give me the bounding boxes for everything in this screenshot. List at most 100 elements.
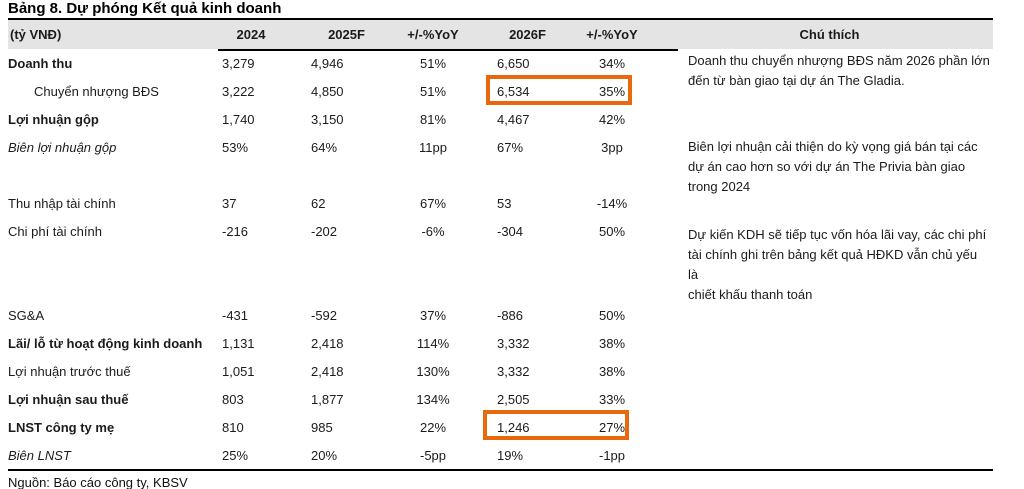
row-label: Doanh thu <box>8 55 73 71</box>
table-bottom-border <box>8 469 993 471</box>
header-notes: Chú thích <box>799 27 860 42</box>
row-label: Biên lợi nhuận gộp <box>8 139 117 155</box>
row-label: Thu nhập tài chính <box>8 195 116 211</box>
cell-2025f: 2,418 <box>311 363 344 379</box>
cell-2026f: 4,467 <box>497 111 530 127</box>
cell-yoy-2025: -5pp <box>419 447 447 463</box>
forecast-table: (tỷ VNĐ) 2024 2025F +/-%YoY 2026F +/-%Yo… <box>8 18 993 489</box>
row-label: LNST công ty mẹ <box>8 419 115 435</box>
cell-2026f: -886 <box>497 307 524 323</box>
cell-2026f: 67% <box>497 139 524 155</box>
cell-2026f: 53 <box>497 195 512 211</box>
row-label: Biên LNST <box>8 447 71 463</box>
note-bien-loi-nhuan: Biên lợi nhuận cải thiện do kỳ vọng giá … <box>688 139 978 194</box>
cell-2024: 1,131 <box>222 335 255 351</box>
cell-2025f: 985 <box>311 419 333 435</box>
cell-yoy-2026: 33% <box>598 391 626 407</box>
cell-2025f: 64% <box>311 139 338 155</box>
cell-yoy-2025: 11pp <box>419 139 447 155</box>
cell-2024: -216 <box>222 223 249 239</box>
cell-yoy-2026: 35% <box>598 83 626 99</box>
highlight-box-2026-chuyen-nhuong <box>486 75 632 105</box>
table-header-row: (tỷ VNĐ) 2024 2025F +/-%YoY 2026F +/-%Yo… <box>8 18 993 49</box>
table-row-chi-phi-tai-chinh: Chi phí tài chính -216 -202 -6% -304 50% <box>8 217 993 245</box>
table-row-lai-lo-hdkd: Lãi/ lỗ từ hoạt động kinh doanh 1,131 2,… <box>8 329 993 357</box>
header-underline <box>218 49 678 51</box>
cell-2026f: 2,505 <box>497 391 530 407</box>
highlight-box-2026-lnst-me <box>483 410 629 440</box>
cell-2025f: 20% <box>311 447 338 463</box>
cell-yoy-2026: 38% <box>598 335 626 351</box>
note-doanh-thu: Doanh thu chuyển nhượng BĐS năm 2026 phầ… <box>688 53 990 88</box>
row-label: SG&A <box>8 307 45 323</box>
cell-2024: 37 <box>222 195 237 211</box>
cell-2024: 53% <box>222 139 249 155</box>
row-label: Lợi nhuận gộp <box>8 111 99 127</box>
header-2026f: 2026F <box>509 27 546 42</box>
row-label: Lợi nhuận trước thuế <box>8 363 131 379</box>
cell-2025f: 62 <box>311 195 326 211</box>
cell-yoy-2026: 34% <box>598 55 626 71</box>
header-unit: (tỷ VNĐ) <box>10 27 62 42</box>
cell-yoy-2025: 51% <box>419 55 447 71</box>
table-body: Doanh thu 3,279 4,946 51% 6,650 34% Chuy… <box>8 49 993 469</box>
cell-2024: 3,279 <box>222 55 255 71</box>
cell-yoy-2026: 27% <box>598 419 626 435</box>
table-row-chuyen-nhuong-bds: Chuyển nhượng BĐS 3,222 4,850 51% 6,534 … <box>8 77 993 105</box>
cell-2025f: 4,946 <box>311 55 344 71</box>
cell-yoy-2025: 67% <box>419 195 447 211</box>
cell-2025f: 3,150 <box>311 111 344 127</box>
cell-yoy-2025: 114% <box>416 335 450 351</box>
cell-yoy-2026: -1pp <box>598 447 626 463</box>
cell-2026f: 6,534 <box>497 83 530 99</box>
table-row-bien-loi-nhuan-gop: Biên lợi nhuận gộp 53% 64% 11pp 67% 3pp <box>8 133 993 161</box>
cell-2026f: 19% <box>497 447 524 463</box>
cell-yoy-2026: 50% <box>598 307 626 323</box>
header-2024: 2024 <box>236 27 266 42</box>
table-row-lnst-cong-ty-me: LNST công ty mẹ 810 985 22% 1,246 27% <box>8 413 993 441</box>
header-yoy-2025: +/-%YoY <box>407 27 459 42</box>
cell-2025f: -592 <box>311 307 338 323</box>
cell-2026f: -304 <box>497 223 524 239</box>
cell-yoy-2026: 50% <box>598 223 626 239</box>
cell-2026f: 3,332 <box>497 335 530 351</box>
page-title: Bảng 8. Dự phóng Kết quả kinh doanh <box>8 0 282 17</box>
cell-yoy-2025: 37% <box>419 307 447 323</box>
row-label: Lãi/ lỗ từ hoạt động kinh doanh <box>8 335 203 351</box>
cell-2024: 803 <box>222 391 244 407</box>
cell-yoy-2025: 130% <box>416 363 450 379</box>
cell-2024: 25% <box>222 447 249 463</box>
table-row-sga: SG&A -431 -592 37% -886 50% <box>8 301 993 329</box>
cell-2025f: 4,850 <box>311 83 344 99</box>
cell-2025f: -202 <box>311 223 338 239</box>
table-row-loi-nhuan-gop: Lợi nhuận gộp 1,740 3,150 81% 4,467 42% <box>8 105 993 133</box>
cell-yoy-2026: 38% <box>598 363 626 379</box>
cell-yoy-2025: 51% <box>419 83 447 99</box>
cell-2024: -431 <box>222 307 249 323</box>
row-label: Chi phí tài chính <box>8 223 102 239</box>
table-row-doanh-thu: Doanh thu 3,279 4,946 51% 6,650 34% <box>8 49 993 77</box>
row-label: Chuyển nhượng BĐS <box>34 83 159 99</box>
row-label: Lợi nhuận sau thuế <box>8 391 129 407</box>
cell-2025f: 1,877 <box>311 391 344 407</box>
table-row-loi-nhuan-sau-thue: Lợi nhuận sau thuế 803 1,877 134% 2,505 … <box>8 385 993 413</box>
cell-yoy-2025: -6% <box>421 223 445 239</box>
table-row-loi-nhuan-truoc-thue: Lợi nhuận trước thuế 1,051 2,418 130% 3,… <box>8 357 993 385</box>
cell-2024: 3,222 <box>222 83 255 99</box>
source-note: Nguồn: Báo cáo công ty, KBSV <box>8 475 188 489</box>
cell-2026f: 3,332 <box>497 363 530 379</box>
cell-2025f: 2,418 <box>311 335 344 351</box>
note-chi-phi-tai-chinh: Dự kiến KDH sẽ tiếp tục vốn hóa lãi vay,… <box>688 227 987 302</box>
header-yoy-2026: +/-%YoY <box>586 27 638 42</box>
cell-2024: 810 <box>222 419 244 435</box>
cell-2026f: 1,246 <box>497 419 530 435</box>
cell-yoy-2025: 134% <box>416 391 450 407</box>
cell-2024: 1,740 <box>222 111 255 127</box>
cell-yoy-2026: 3pp <box>601 139 623 155</box>
cell-yoy-2026: -14% <box>596 195 628 211</box>
table-row-bien-lnst: Biên LNST 25% 20% -5pp 19% -1pp <box>8 441 993 469</box>
cell-yoy-2025: 81% <box>419 111 447 127</box>
cell-2026f: 6,650 <box>497 55 530 71</box>
cell-2024: 1,051 <box>222 363 255 379</box>
